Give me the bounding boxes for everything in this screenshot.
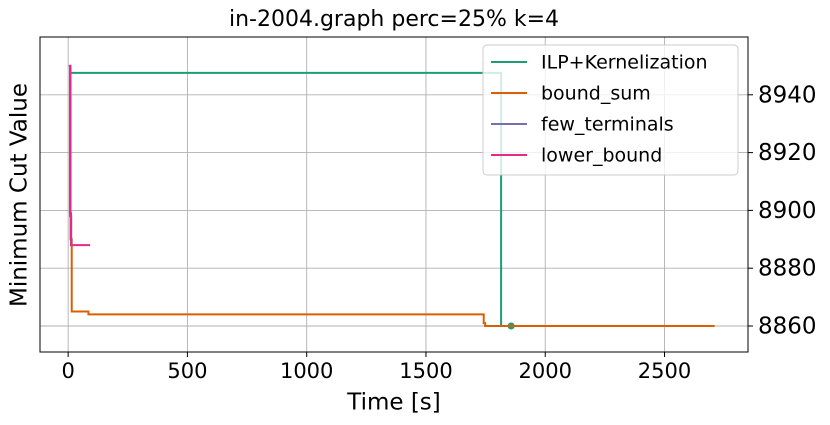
legend-label: ILP+Kernelization xyxy=(541,52,708,74)
legend-label: few_terminals xyxy=(541,114,674,136)
x-tick-label: 500 xyxy=(167,359,207,383)
x-tick-label: 0 xyxy=(61,359,74,383)
y-tick-label: 8940 xyxy=(758,82,817,108)
x-tick-label: 1000 xyxy=(280,359,333,383)
series-line xyxy=(69,71,512,327)
y-tick-label: 8880 xyxy=(758,256,817,282)
chart-title: in-2004.graph perc=25% k=4 xyxy=(229,7,559,32)
legend-label: bound_sum xyxy=(541,83,651,105)
series-line xyxy=(68,64,91,247)
x-tick-label: 1500 xyxy=(399,359,452,383)
x-axis-label: Time [s] xyxy=(346,390,441,416)
y-tick-label: 8860 xyxy=(758,313,817,339)
y-tick-label: 8920 xyxy=(758,140,817,166)
x-tick-label: 2500 xyxy=(638,359,691,383)
plot-frame xyxy=(39,36,749,353)
y-axis-label: Minimum Cut Value xyxy=(7,83,33,307)
legend-box xyxy=(482,44,739,176)
y-tick-label: 8900 xyxy=(758,198,817,224)
x-tick-label: 2000 xyxy=(519,359,572,383)
legend-label: lower_bound xyxy=(541,145,662,167)
